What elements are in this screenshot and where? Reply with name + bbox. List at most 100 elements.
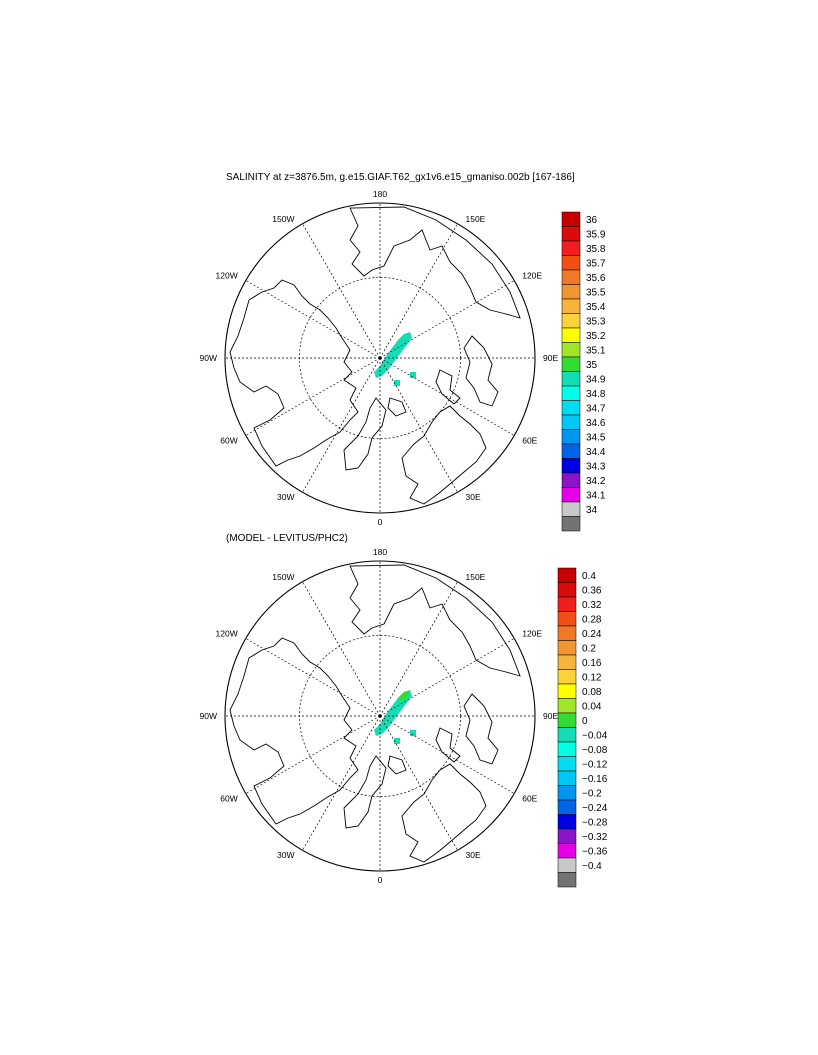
colorbar-swatch <box>557 843 577 859</box>
colorbar-tick-label: 0.32 <box>582 600 602 611</box>
colorbar-swatch <box>561 385 581 401</box>
colorbar-tick-label: 35.2 <box>586 331 606 342</box>
longitude-label-lower-left-60: 60W <box>220 436 237 446</box>
map-content <box>229 206 521 505</box>
colorbar-tick-label: 35.6 <box>586 273 606 284</box>
colorbar-tick-label: 35 <box>586 360 598 371</box>
colorbar-swatch <box>561 240 581 256</box>
longitude-label-lower-right-60: 60E <box>522 436 537 446</box>
colorbar-swatch <box>557 814 577 830</box>
colorbar-swatch <box>557 741 577 757</box>
colorbar-tick-label: 0.28 <box>582 614 602 625</box>
salinity-field-patch <box>410 730 416 736</box>
coastline <box>387 755 407 775</box>
colorbar-tick-label: 0.4 <box>582 571 596 582</box>
coastline <box>401 763 487 863</box>
longitude-label-upper-left-120: 120W <box>216 629 238 639</box>
map-group: 180 0 90W 90E 150W 150E 120W 120E 60W 60E 30W 30E <box>200 189 559 527</box>
colorbar-swatch <box>557 799 577 815</box>
colorbar-tick-label: −0.04 <box>582 730 608 741</box>
longitude-label-bottom: 0 <box>378 875 383 885</box>
colorbar-swatch <box>561 501 581 517</box>
colorbar-swatch <box>561 487 581 503</box>
meridian-line <box>245 280 381 359</box>
colorbar-tick-label: 34.6 <box>586 418 606 429</box>
colorbar-tick-label: 35.1 <box>586 345 606 356</box>
colorbar-tick-label: 35.5 <box>586 287 606 298</box>
salinity-field-patch <box>410 372 416 378</box>
colorbar-swatch <box>557 640 577 656</box>
map-title: SALINITY at z=3876.5m, g.e15.GIAF.T62_gx… <box>226 172 575 183</box>
salinity-field-patch <box>394 380 400 386</box>
colorbar-tick-label: 34.9 <box>586 374 606 385</box>
colorbar-tick-label: 35.3 <box>586 316 606 327</box>
colorbar-tick-label: 34.5 <box>586 432 606 443</box>
colorbar-swatch <box>561 313 581 329</box>
longitude-label-lower-left-30: 30W <box>277 492 294 502</box>
map-subtitle-difference: (MODEL - LEVITUS/PHC2) <box>226 533 348 544</box>
longitude-label-top: 180 <box>373 547 387 557</box>
coastline <box>229 279 359 467</box>
longitude-label-bottom: 0 <box>378 517 383 527</box>
colorbar-tick-label: 0.36 <box>582 585 602 596</box>
colorbar-swatch <box>557 669 577 685</box>
longitude-label-upper-right-120: 120E <box>522 271 542 281</box>
colorbar-tick-label: 35.4 <box>586 302 606 313</box>
colorbar-tick-label: 0 <box>582 716 588 727</box>
map-boundary <box>224 560 536 872</box>
longitude-label-lower-right-60: 60E <box>522 794 537 804</box>
colorbar-swatch <box>557 683 577 699</box>
colorbar-swatch <box>561 356 581 372</box>
colorbar-tick-label: 0.12 <box>582 672 602 683</box>
longitude-label-upper-right-120: 120E <box>522 629 542 639</box>
colorbar-tick-label: 0.2 <box>582 643 596 654</box>
colorbar-tick-label: 35.8 <box>586 244 606 255</box>
colorbar-swatch <box>557 857 577 873</box>
colorbar-tick-label: −0.2 <box>582 788 602 799</box>
polar-map-difference: 180 0 90W 90E 150W 150E 120W 120E 60W 60E 30W 30E 0.… <box>200 547 608 888</box>
salinity-field-patch <box>394 738 400 744</box>
coastline <box>343 397 387 471</box>
meridian-line <box>379 581 458 717</box>
colorbar-swatch <box>561 472 581 488</box>
longitude-label-top: 180 <box>373 189 387 199</box>
coastline <box>387 397 407 417</box>
longitude-label-lower-right-30: 30E <box>466 492 481 502</box>
colorbar-tick-label: −0.16 <box>582 774 608 785</box>
colorbar-tick-label: 34 <box>586 505 598 516</box>
meridian-line <box>302 581 381 717</box>
colorbar-swatch <box>561 400 581 416</box>
longitude-label-lower-left-30: 30W <box>277 850 294 860</box>
map-group: 180 0 90W 90E 150W 150E 120W 120E 60W 60E 30W 30E <box>200 547 559 885</box>
coastline <box>435 727 461 763</box>
colorbar-swatch <box>561 516 581 532</box>
coastline <box>349 564 521 677</box>
colorbar-tick-label: 0.24 <box>582 629 602 640</box>
coastline <box>229 637 359 825</box>
coastline <box>401 405 487 505</box>
colorbar-tick-label: 34.8 <box>586 389 606 400</box>
colorbar-tick-label: −0.32 <box>582 832 608 843</box>
longitude-label-lower-left-60: 60W <box>220 794 237 804</box>
longitude-label-right-90: 90E <box>543 711 558 721</box>
longitude-label-lower-right-30: 30E <box>466 850 481 860</box>
colorbar-swatch <box>561 298 581 314</box>
longitude-label-left-90: 90W <box>200 711 217 721</box>
meridian-line <box>379 638 515 717</box>
colorbar-swatch <box>557 785 577 801</box>
colorbar: 0.4 0.36 0.32 0.28 0.24 0.2 0.16 0.12 0.08 0.04 0 −… <box>557 567 608 888</box>
colorbar-tick-label: 0.16 <box>582 658 602 669</box>
coastline <box>463 693 499 765</box>
colorbar-tick-label: 34.3 <box>586 461 606 472</box>
longitude-label-upper-right-150: 150E <box>466 572 486 582</box>
meridian-line <box>379 715 515 794</box>
colorbar-swatch <box>561 429 581 445</box>
colorbar-swatch <box>561 371 581 387</box>
meridian-line <box>245 357 381 436</box>
colorbar-swatch <box>561 226 581 242</box>
colorbar-tick-label: 34.4 <box>586 447 606 458</box>
colorbar-tick-label: −0.36 <box>582 846 608 857</box>
colorbar-tick-label: 0.08 <box>582 687 602 698</box>
colorbar-swatch <box>557 712 577 728</box>
coastline <box>349 206 521 319</box>
